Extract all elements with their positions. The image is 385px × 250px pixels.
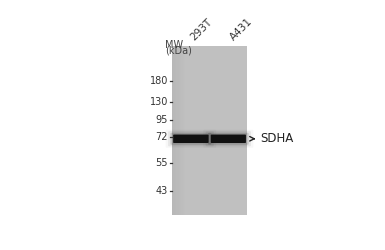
FancyBboxPatch shape <box>168 131 214 146</box>
Text: 43: 43 <box>156 186 168 196</box>
Text: 72: 72 <box>156 132 168 142</box>
Bar <box>176 46 177 215</box>
Bar <box>177 46 179 215</box>
Text: 130: 130 <box>150 97 168 107</box>
Bar <box>179 46 180 215</box>
Bar <box>173 46 174 215</box>
FancyBboxPatch shape <box>211 134 246 143</box>
FancyBboxPatch shape <box>171 133 211 145</box>
Text: 293T: 293T <box>189 17 214 42</box>
Text: SDHA: SDHA <box>260 132 293 145</box>
Bar <box>174 46 175 215</box>
Text: (kDa): (kDa) <box>166 46 192 56</box>
Bar <box>181 46 182 215</box>
Bar <box>172 46 173 215</box>
Bar <box>175 46 176 215</box>
FancyBboxPatch shape <box>208 133 249 145</box>
Bar <box>184 46 185 215</box>
Bar <box>172 46 246 215</box>
Bar <box>183 46 184 215</box>
Text: A431: A431 <box>228 16 254 42</box>
FancyBboxPatch shape <box>206 131 251 146</box>
Text: 55: 55 <box>156 158 168 168</box>
Text: 180: 180 <box>150 76 168 86</box>
Text: 95: 95 <box>156 114 168 124</box>
FancyBboxPatch shape <box>173 134 209 143</box>
Bar <box>180 46 181 215</box>
Text: MW: MW <box>166 40 184 50</box>
Bar <box>182 46 183 215</box>
